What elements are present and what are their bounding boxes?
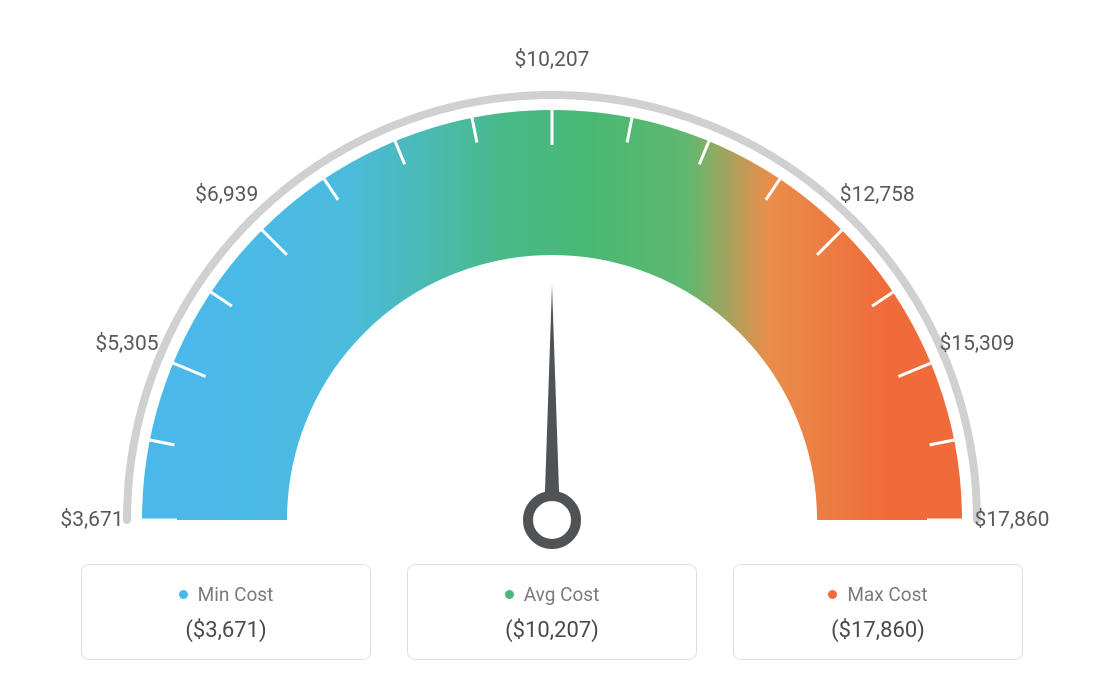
legend-card-max: Max Cost ($17,860) xyxy=(733,564,1023,660)
legend-title-max: Max Cost xyxy=(754,583,1002,606)
legend-value-max: ($17,860) xyxy=(754,618,1002,643)
legend-card-avg: Avg Cost ($10,207) xyxy=(407,564,697,660)
legend-title-text: Max Cost xyxy=(847,583,927,606)
legend-card-min: Min Cost ($3,671) xyxy=(81,564,371,660)
legend-value-avg: ($10,207) xyxy=(428,618,676,643)
legend-dot-avg xyxy=(505,590,514,599)
legend-title-min: Min Cost xyxy=(102,583,350,606)
gauge-tick-label: $3,671 xyxy=(60,508,123,532)
gauge-tick-label: $6,939 xyxy=(195,183,258,207)
gauge-tick-label: $15,309 xyxy=(940,332,1015,356)
gauge-chart: $3,671 $5,305 $6,939 $10,207 $12,758 $15,309 $… xyxy=(52,20,1052,560)
gauge-svg xyxy=(52,20,1052,560)
legend-value-min: ($3,671) xyxy=(102,618,350,643)
legend-title-text: Avg Cost xyxy=(524,583,600,606)
legend-dot-max xyxy=(828,590,837,599)
legend-dot-min xyxy=(179,590,188,599)
legend-row: Min Cost ($3,671) Avg Cost ($10,207) Max… xyxy=(0,564,1104,660)
gauge-tick-label: $17,860 xyxy=(975,508,1050,532)
gauge-tick-label: $5,305 xyxy=(95,332,158,356)
gauge-tick-label: $10,207 xyxy=(515,48,590,72)
gauge-tick-label: $12,758 xyxy=(840,183,915,207)
legend-title-text: Min Cost xyxy=(198,583,274,606)
legend-title-avg: Avg Cost xyxy=(428,583,676,606)
